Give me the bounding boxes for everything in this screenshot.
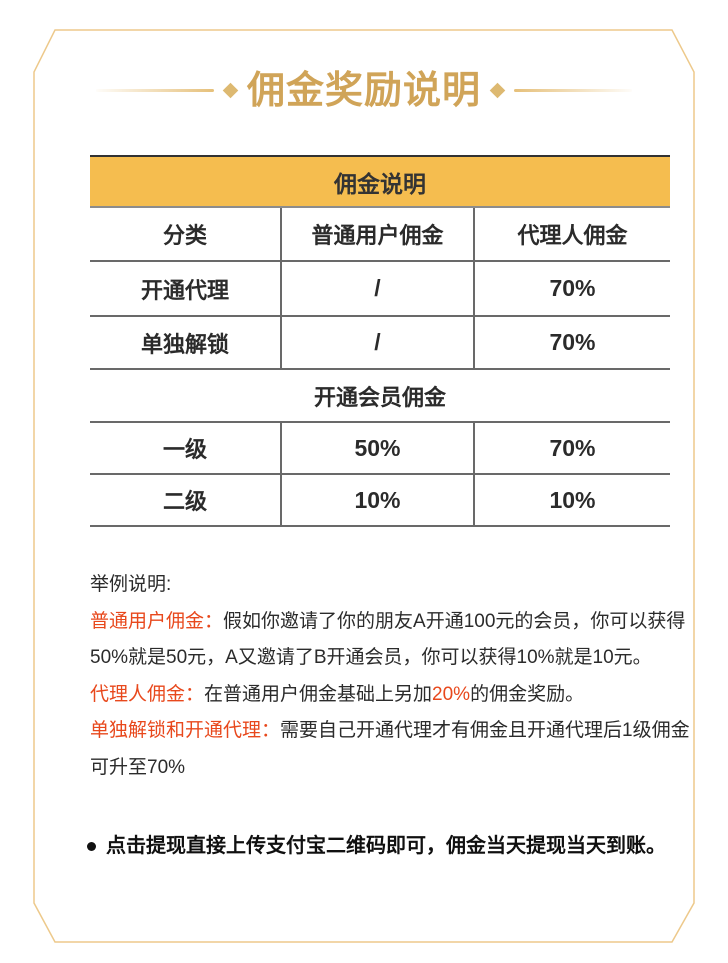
note-text: 需要自己开通代理才有佣金且开通代理后1级佣金可升至70%	[90, 720, 690, 778]
notes-intro: 举例说明:	[90, 574, 172, 595]
table-row: 二级 10% 10%	[90, 475, 670, 527]
cell-value: 10%	[473, 475, 670, 525]
note-unlock-and-agent: 单独解锁和开通代理：需要自己开通代理才有佣金且开通代理后1级佣金可升至70%	[90, 713, 690, 786]
table-title-cell: 佣金说明	[90, 155, 670, 208]
example-notes: 举例说明: 普通用户佣金：假如你邀请了你的朋友A开通100元的会员，你可以获得5…	[90, 567, 690, 786]
note-agent-commission: 代理人佣金：在普通用户佣金基础上另加20%的佣金奖励。	[90, 677, 690, 714]
table-row: 单独解锁 / 70%	[90, 317, 670, 370]
page-title-row: 佣金奖励说明	[0, 66, 728, 114]
note-label: 代理人佣金：	[90, 683, 205, 705]
cell-value: /	[280, 262, 473, 315]
cell-value: 70%	[473, 262, 670, 315]
column-header-agent: 代理人佣金	[473, 208, 670, 260]
diamond-icon-right	[489, 82, 506, 98]
note-label: 单独解锁和开通代理：	[90, 720, 281, 741]
note-highlight: 20%	[432, 683, 471, 705]
table-row: 一级 50% 70%	[90, 423, 670, 475]
cell-value: /	[280, 317, 473, 368]
cell-value: 10%	[280, 475, 473, 525]
bullet-icon	[87, 842, 96, 851]
note-label: 普通用户佣金：	[90, 610, 224, 632]
note-normal-user-commission: 普通用户佣金：假如你邀请了你的朋友A开通100元的会员，你可以获得50%就是50…	[90, 604, 690, 677]
table-row: 开通代理 / 70%	[90, 262, 670, 317]
commission-table: 佣金说明 分类 普通用户佣金 代理人佣金 开通代理 / 70% 单独解锁 / 7…	[90, 155, 670, 527]
row-label: 二级	[162, 489, 207, 514]
row-label: 单独解锁	[140, 331, 229, 357]
row-label: 开通代理	[140, 277, 229, 303]
withdraw-footnote: 点击提现直接上传支付宝二维码即可，佣金当天提现当天到账。	[87, 833, 687, 860]
note-text: 假如你邀请了你的朋友A开通100元的会员，你可以获得50%就是50元，A又邀请了…	[90, 610, 686, 669]
page-title: 佣金奖励说明	[246, 67, 481, 112]
cell-value: 70%	[473, 317, 670, 368]
cell-value: 70%	[473, 423, 670, 473]
column-header-normal-user: 普通用户佣金	[280, 208, 473, 260]
column-header-category: 分类	[162, 223, 207, 248]
table-header-row: 分类 普通用户佣金 代理人佣金	[90, 208, 670, 262]
diamond-icon-left	[222, 82, 239, 98]
footnote-text: 点击提现直接上传支付宝二维码即可，佣金当天提现当天到账。	[106, 835, 666, 857]
cell-value: 50%	[280, 423, 473, 473]
table-section-header: 开通会员佣金	[90, 370, 670, 423]
note-text: 在普通用户佣金基础上另加	[204, 683, 433, 705]
row-label: 一级	[162, 437, 207, 462]
title-rule-right	[514, 88, 632, 92]
note-text: 的佣金奖励。	[470, 683, 585, 705]
title-rule-left	[95, 88, 214, 92]
